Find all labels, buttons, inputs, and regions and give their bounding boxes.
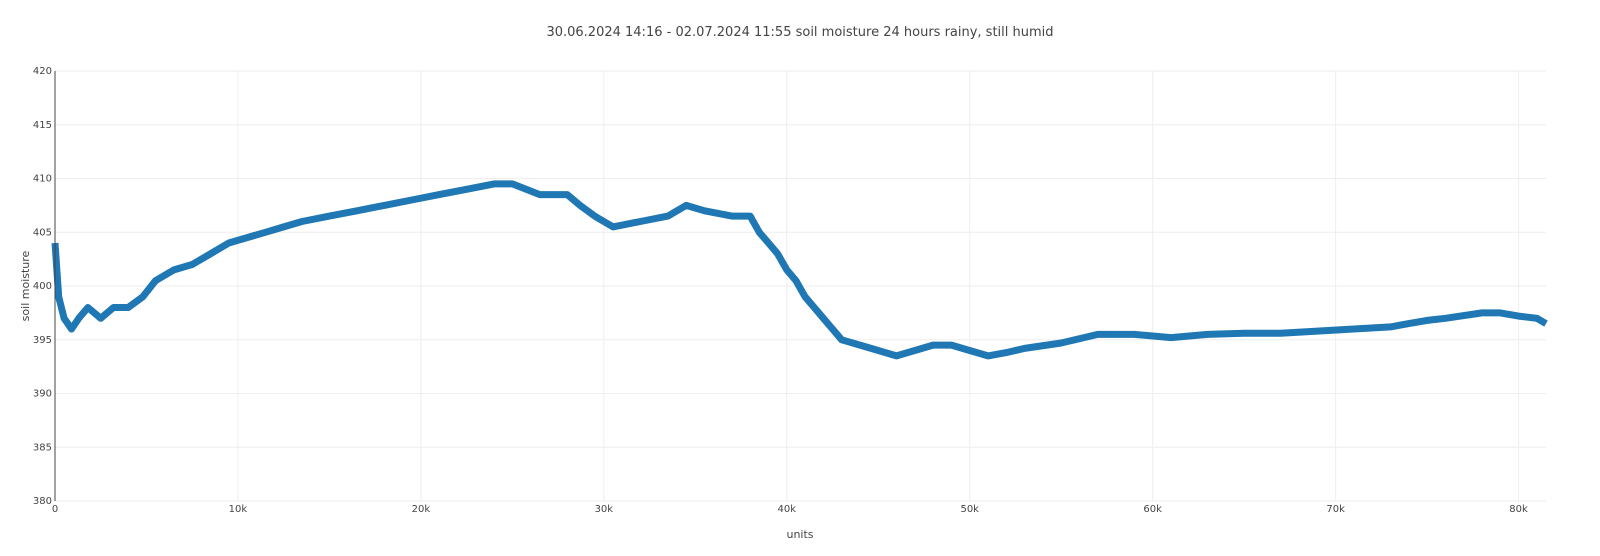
y-axis-title: soil moisture: [19, 250, 32, 321]
x-tick-label: 0: [52, 504, 58, 515]
x-tick-label: 80k: [1509, 504, 1528, 515]
chart-title: 30.06.2024 14:16 - 02.07.2024 11:55 soil…: [546, 25, 1053, 40]
y-tick-label: 400: [33, 281, 52, 292]
y-tick-label: 415: [33, 120, 52, 131]
x-tick-label: 60k: [1143, 504, 1162, 515]
plot-area: [51, 180, 1548, 360]
y-tick-label: 395: [33, 335, 52, 346]
y-tick-label: 385: [33, 442, 52, 453]
x-tick-labels: 0 10k 20k 30k 40k 50k 60k 70k 80k: [52, 504, 1528, 515]
x-tick-label: 20k: [412, 504, 431, 515]
series-line: [51, 180, 1548, 360]
y-tick-label: 420: [33, 66, 52, 77]
y-tick-label: 390: [33, 389, 52, 400]
x-axis-title: units: [786, 528, 813, 541]
x-tick-label: 10k: [229, 504, 248, 515]
y-tick-label: 405: [33, 227, 52, 238]
x-tick-label: 40k: [778, 504, 797, 515]
y-tick-label: 410: [33, 174, 52, 185]
x-tick-label: 30k: [595, 504, 614, 515]
x-tick-label: 70k: [1326, 504, 1345, 515]
x-tick-label: 50k: [960, 504, 979, 515]
y-tick-labels: 380 385 390 395 400 405 410 415 420: [33, 66, 52, 507]
y-tick-label: 380: [33, 496, 52, 507]
